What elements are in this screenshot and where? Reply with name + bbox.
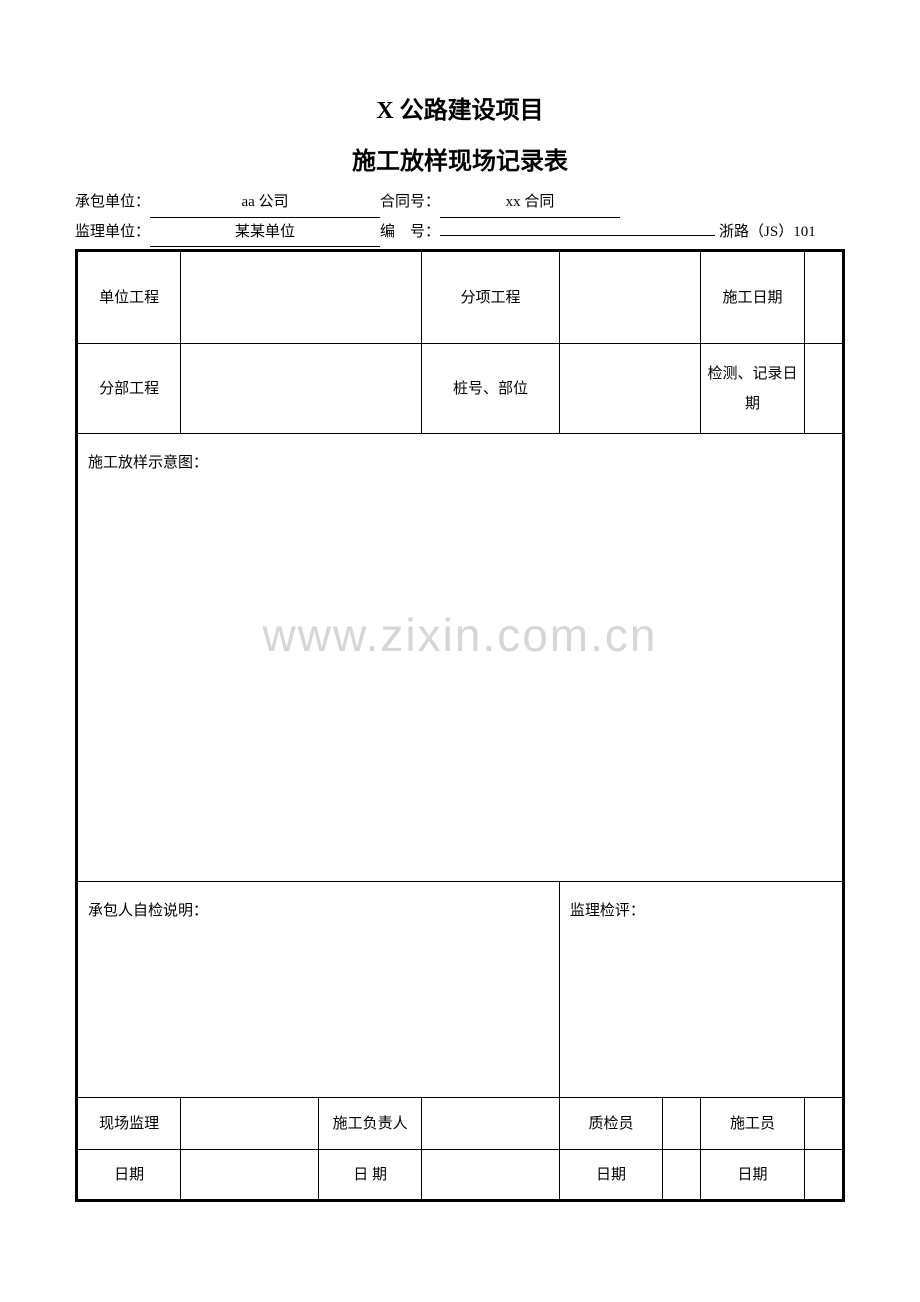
cell-sub-project-label: 分项工程 [422,252,560,344]
cell-construction-date-value [804,252,842,344]
cell-qc-label: 质检员 [559,1098,662,1150]
cell-qc-value [663,1098,701,1150]
contractor-label: 承包单位： [75,188,150,217]
cell-builder-date-label: 日期 [701,1150,804,1200]
cell-site-supervisor-label: 现场监理 [78,1098,181,1150]
form-table: 单位工程 分项工程 施工日期 分部工程 桩号、部位 检测、记录日 期 施工放样示… [75,249,845,1202]
cell-unit-project-label: 单位工程 [78,252,181,344]
cell-qc-date-label: 日期 [559,1150,662,1200]
serial-value [440,235,715,236]
contractor-value: aa 公司 [150,188,380,218]
cell-division-project-value [181,344,422,434]
cell-construction-lead-value [422,1098,560,1150]
contract-no-label: 合同号： [380,188,440,217]
title-sub: 施工放样现场记录表 [75,141,845,176]
title-main: X 公路建设项目 [75,90,845,125]
cell-construction-lead-date-label: 日 期 [318,1150,421,1200]
supervisor-value: 某某单位 [150,218,380,248]
cell-site-supervisor-date-label: 日期 [78,1150,181,1200]
cell-supervisor-review: 监理检评： [559,882,842,1098]
cell-diagram: 施工放样示意图： [78,434,843,882]
cell-record-date-label: 检测、记录日 期 [701,344,804,434]
cell-self-check: 承包人自检说明： [78,882,560,1098]
cell-site-supervisor-value [181,1098,319,1150]
cell-division-project-label: 分部工程 [78,344,181,434]
cell-station-label: 桩号、部位 [422,344,560,434]
supervisor-label: 监理单位： [75,218,150,247]
cell-unit-project-value [181,252,422,344]
cell-builder-label: 施工员 [701,1098,804,1150]
cell-sub-project-value [559,252,701,344]
cell-builder-value [804,1098,842,1150]
header-info: 承包单位： aa 公司 合同号： xx 合同 监理单位： 某某单位 编 号： 浙… [75,188,845,247]
cell-builder-date-value [804,1150,842,1200]
serial-label: 编 号： [380,218,440,247]
cell-site-supervisor-date-value [181,1150,319,1200]
contract-no-value: xx 合同 [440,188,620,218]
cell-record-date-value [804,344,842,434]
cell-station-value [559,344,701,434]
form-code: 浙路（JS）101 [719,218,816,247]
cell-construction-lead-label: 施工负责人 [318,1098,421,1150]
cell-construction-lead-date-value [422,1150,560,1200]
cell-construction-date-label: 施工日期 [701,252,804,344]
cell-qc-date-value [663,1150,701,1200]
